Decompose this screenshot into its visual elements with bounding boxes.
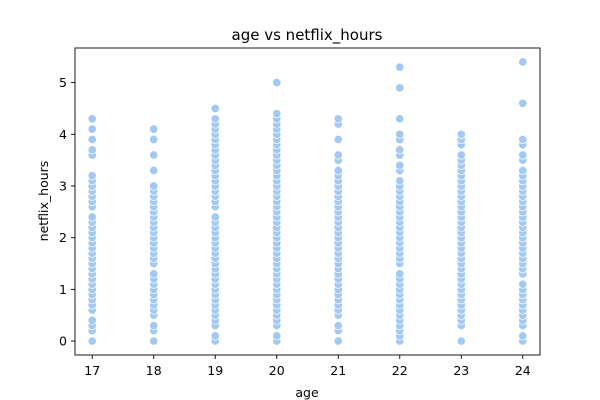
plot-area: [87, 57, 528, 346]
y-axis: 0 1 2 3 4 5: [59, 75, 75, 349]
data-point: [395, 160, 405, 170]
x-tick-label: 20: [269, 363, 285, 378]
data-point: [149, 150, 159, 160]
data-point: [395, 129, 405, 139]
plot-frame: [74, 47, 541, 356]
data-point: [87, 114, 97, 124]
data-point: [333, 320, 343, 331]
x-tick-label: 21: [330, 363, 346, 378]
y-axis-label: netflix_hours: [36, 161, 51, 242]
data-point: [518, 279, 528, 289]
x-tick-label: 24: [515, 363, 531, 378]
data-point: [149, 134, 159, 145]
y-tick-label: 0: [59, 334, 67, 349]
data-point: [149, 269, 159, 279]
data-point: [149, 320, 159, 331]
data-point: [456, 129, 466, 139]
x-axis-label: age: [295, 385, 319, 400]
data-point: [333, 114, 343, 124]
y-tick-label: 1: [59, 282, 67, 297]
data-point: [149, 165, 159, 176]
data-point: [518, 98, 528, 108]
data-point: [87, 134, 97, 145]
data-point: [456, 336, 466, 346]
x-tick-label: 19: [207, 363, 223, 378]
y-tick-label: 5: [59, 75, 67, 90]
data-point: [149, 124, 159, 134]
x-axis: 17 18 19 20 21 22 23 24: [84, 355, 531, 378]
data-point: [87, 145, 97, 155]
data-point: [210, 114, 220, 124]
data-point: [518, 165, 528, 176]
data-point: [395, 114, 405, 124]
data-point: [395, 145, 405, 155]
data-point: [210, 212, 220, 222]
data-point: [395, 176, 405, 186]
chart-title: age vs netflix_hours: [232, 26, 383, 45]
y-tick-label: 2: [59, 230, 67, 245]
data-point: [333, 134, 343, 145]
data-point: [87, 212, 97, 222]
data-point: [149, 181, 159, 191]
data-point: [210, 103, 220, 114]
data-point: [395, 83, 405, 93]
data-point: [272, 109, 282, 119]
x-tick-label: 22: [392, 363, 408, 378]
data-point: [395, 269, 405, 279]
x-tick-label: 23: [453, 363, 469, 378]
data-point: [272, 331, 282, 341]
data-point: [87, 315, 97, 325]
data-point: [87, 124, 97, 134]
data-point: [210, 331, 220, 341]
data-point: [518, 150, 528, 160]
data-point: [87, 336, 97, 346]
y-tick-label: 3: [59, 178, 67, 193]
data-point: [333, 165, 343, 176]
data-point: [87, 171, 97, 181]
data-point: [518, 57, 528, 67]
data-point: [272, 78, 282, 88]
data-point: [518, 331, 528, 341]
data-point: [395, 62, 405, 72]
data-point: [333, 336, 343, 346]
x-tick-label: 17: [84, 363, 100, 378]
y-tick-label: 4: [59, 127, 67, 142]
data-point: [149, 336, 159, 346]
x-tick-label: 18: [146, 363, 162, 378]
data-point: [456, 150, 466, 160]
data-point: [518, 134, 528, 145]
data-point: [333, 150, 343, 160]
